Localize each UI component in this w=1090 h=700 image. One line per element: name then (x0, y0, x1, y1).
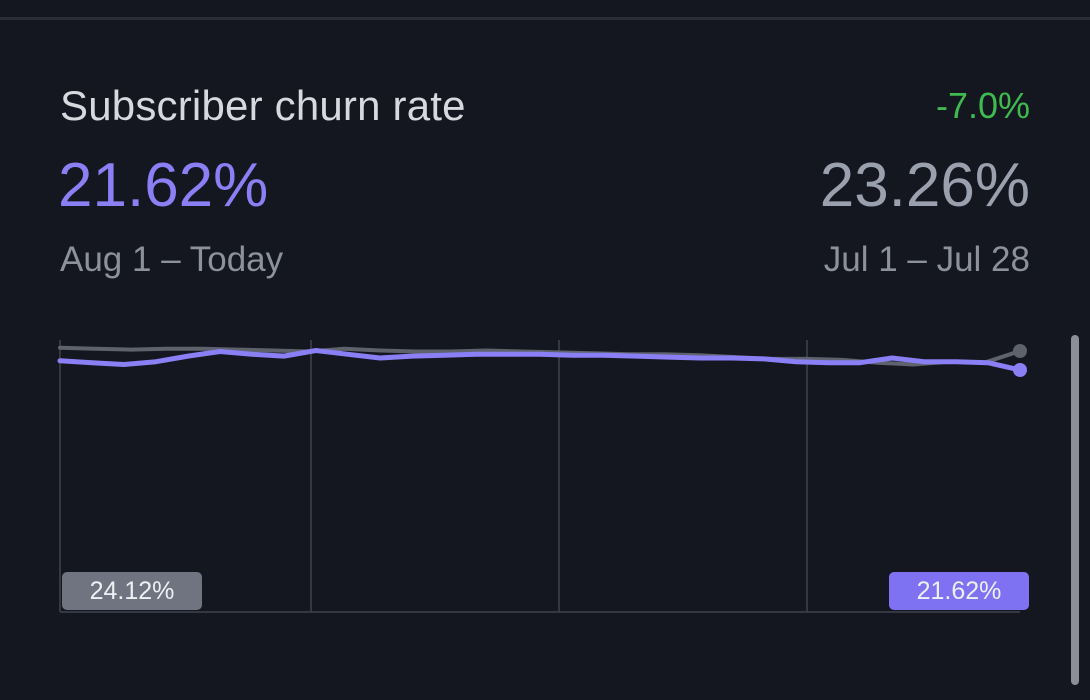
chart-markers (1013, 344, 1027, 377)
previous-period-range: Jul 1 – Jul 28 (823, 240, 1030, 279)
current-period-line-end-point (1013, 363, 1027, 377)
current-period-value: 21.62% (58, 151, 269, 220)
previous-period-value: 23.26% (819, 151, 1030, 220)
chart-series (57, 345, 1023, 373)
current-period-line (57, 348, 1023, 373)
change-percentage: -7.0% (935, 85, 1030, 126)
start-value-label: 24.12% (62, 572, 202, 610)
vertical-scrollbar[interactable] (1071, 335, 1079, 685)
top-divider (0, 0, 1090, 20)
current-period-range: Aug 1 – Today (60, 240, 284, 279)
previous-period-line-end-point (1013, 344, 1027, 358)
chart-grid (59, 340, 1020, 613)
metric-title: Subscriber churn rate (60, 82, 466, 129)
end-value-label: 21.62% (889, 572, 1029, 610)
